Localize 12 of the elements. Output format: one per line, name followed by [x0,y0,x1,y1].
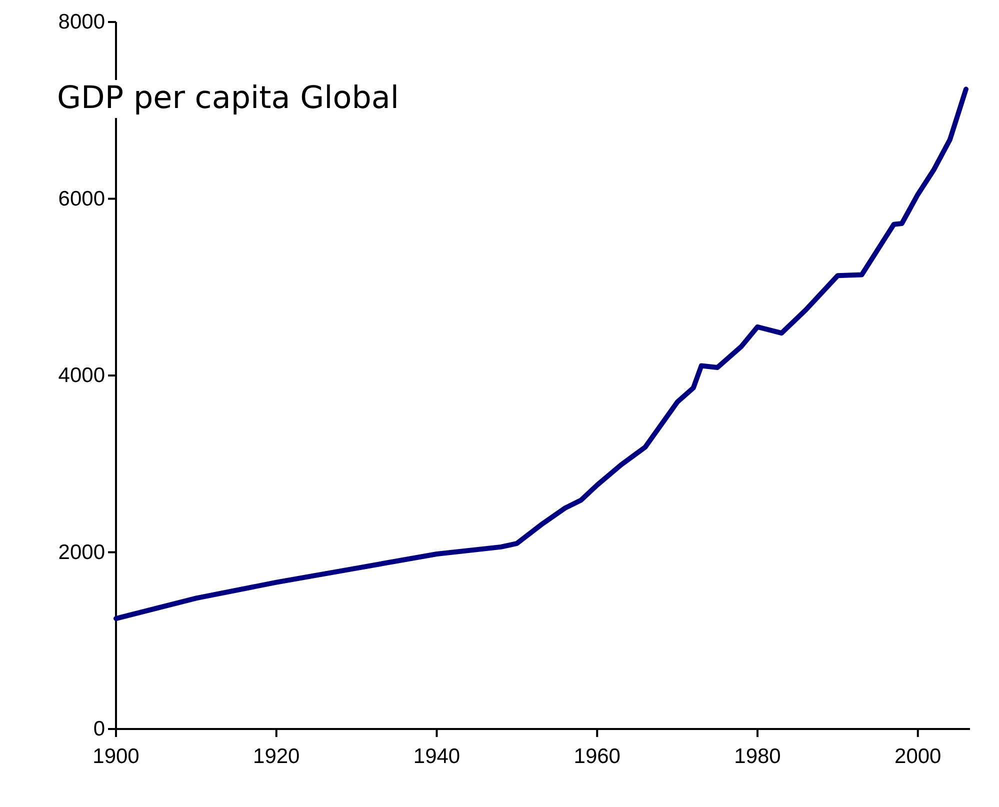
x-tick-label: 1900 [92,745,140,768]
y-tick-label: 6000 [58,187,105,210]
text: GDP per capita Global [57,80,400,116]
x-tick-label: 1980 [734,745,781,768]
y-tick-label: 0 [93,718,105,741]
x-tick-label: 1940 [413,745,460,768]
y-tick-label: 8000 [58,10,105,34]
x-tick-label: 1920 [253,745,300,768]
y-tick-label: 2000 [58,540,105,564]
y-tick-label: 4000 [58,364,105,388]
x-tick-label: 2000 [894,745,942,768]
x-tick-label: 1960 [574,745,620,768]
